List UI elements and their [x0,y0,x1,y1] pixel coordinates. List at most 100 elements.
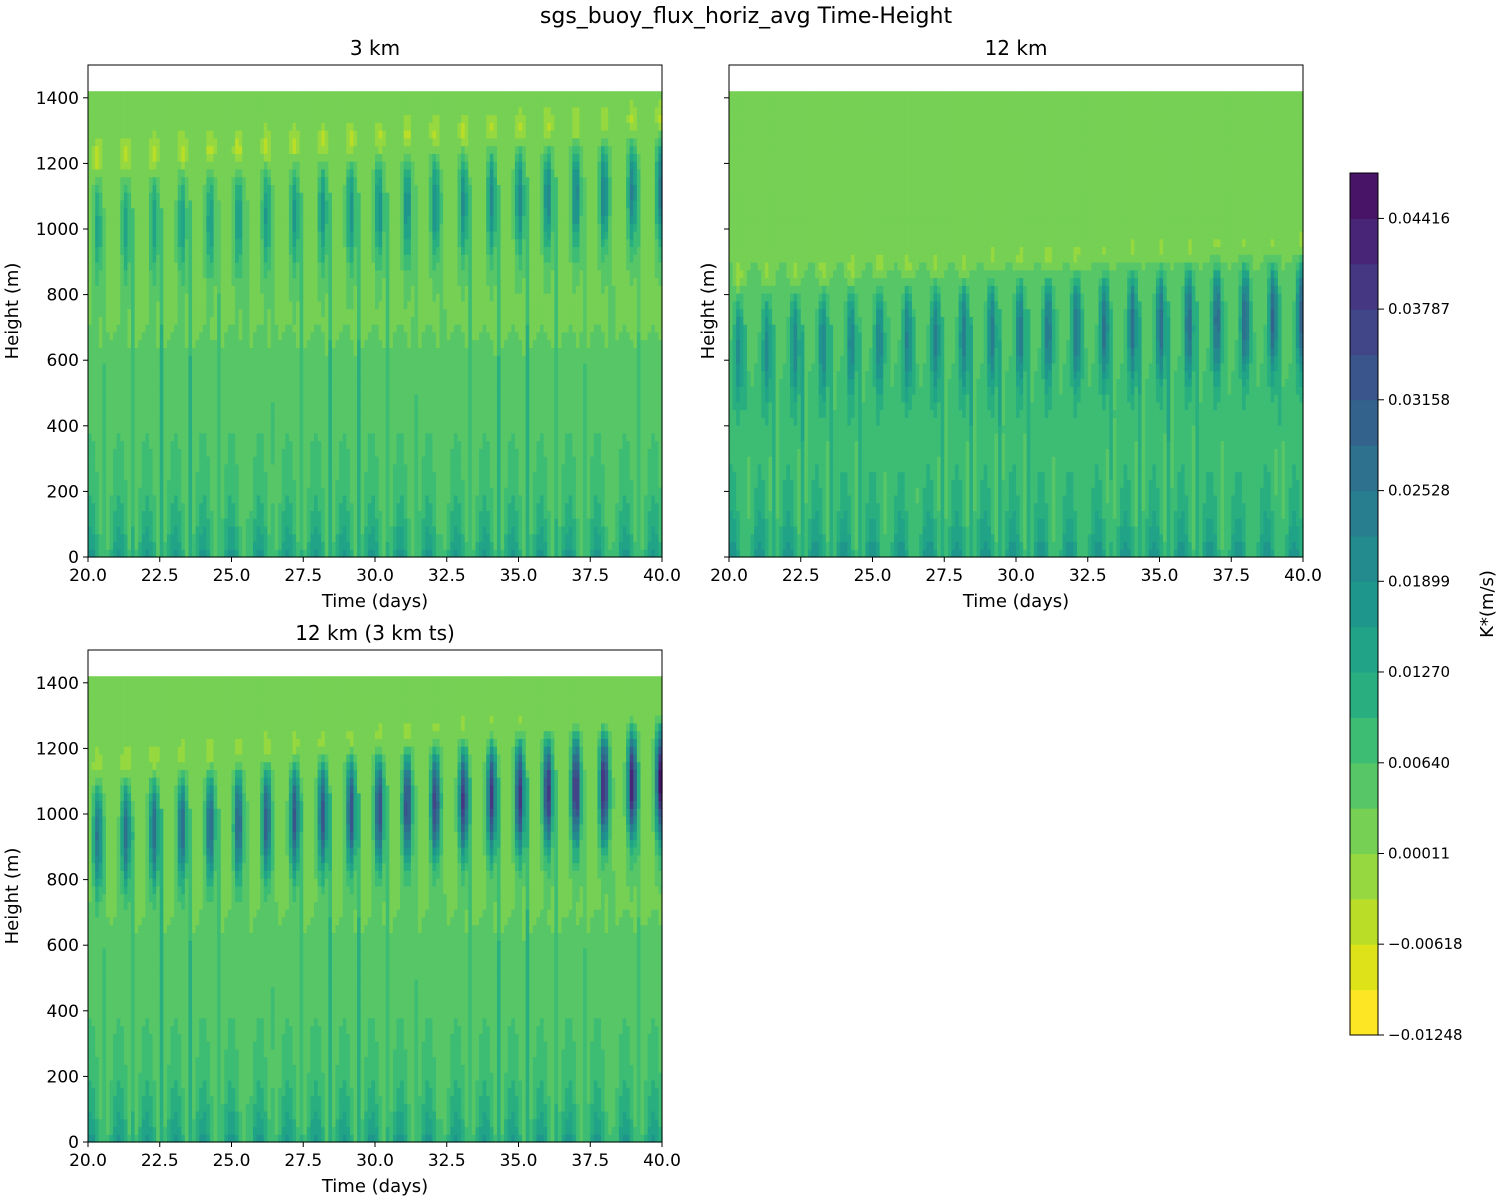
contour-cell [92,169,96,177]
contour-cell [106,487,110,495]
contour-cell [88,115,92,123]
contour-cell [88,324,92,332]
contour-cell [135,363,139,371]
contour-cell [113,441,117,449]
contour-cell [131,472,135,480]
contour-cell [124,278,128,286]
contour-cell [127,448,131,456]
contour-cell [153,239,157,247]
contour-cell [88,402,92,410]
contour-cell [110,425,114,433]
contour-cell [88,472,92,480]
contour-cell [124,456,128,464]
contour-cell [113,549,117,557]
contour-cell [120,223,124,231]
contour-cell [88,425,92,433]
contour-cell [142,417,146,425]
contour-cell [117,169,121,177]
contour-cell [106,541,110,549]
contour-cell [92,340,96,348]
contour-cell [106,526,110,534]
contour-cell [99,246,103,254]
figure: sgs_buoy_flux_horiz_avg Time-Height 3 km… [0,0,1500,1200]
contour-cell [88,309,92,317]
contour-cell [110,146,114,154]
contour-cell [113,495,117,503]
contour-cell [131,456,135,464]
contour-cell [131,487,135,495]
contour-cell [117,340,121,348]
contour-cell [95,386,99,394]
contour-cell [99,262,103,270]
contour-cell [131,355,135,363]
contour-cell [120,441,124,449]
contour-cell [99,254,103,262]
contour-cell [117,526,121,534]
contour-cell [135,510,139,518]
contour-cell [135,456,139,464]
contour-cell [145,177,149,185]
contour-cell [149,246,153,254]
contour-cell [110,518,114,526]
contour-cell [120,184,124,192]
contour-cell [142,192,146,200]
contour-cell [120,378,124,386]
contour-cell [145,332,149,340]
contour-cell [117,549,121,557]
contour-cell [127,425,131,433]
contour-cell [149,378,153,386]
contour-cell [110,184,114,192]
contour-cell [92,371,96,379]
contour-cell [153,378,157,386]
contour-cell [88,487,92,495]
contour-cell [113,518,117,526]
contour-cell [135,371,139,379]
contour-cell [145,363,149,371]
contour-cell [127,301,131,309]
contour-cell [138,270,142,278]
contour-cell [127,153,131,161]
contour-cell [92,278,96,286]
contour-cell [106,340,110,348]
contour-cell [153,417,157,425]
contour-cell [117,246,121,254]
contour-cell [127,231,131,239]
contour-cell [95,347,99,355]
contour-cell [149,503,153,511]
contour-cell [92,91,96,99]
contour-cell [124,270,128,278]
contour-cell [142,208,146,216]
contour-cell [95,495,99,503]
contour-cell [102,122,106,130]
contour-cell [92,394,96,402]
contour-cell [113,246,117,254]
contour-cell [120,177,124,185]
contour-cell [106,425,110,433]
panel-3km: 3 km 20.0 22.5 25.0 27.5 30.0 32.5 35.0 37.5 40.… [2,36,681,612]
contour-cell [88,239,92,247]
contour-cell [131,278,135,286]
contour-cell [153,262,157,270]
contour-cell [127,107,131,115]
contour-cell [106,549,110,557]
contour-cell [156,472,160,480]
contour-cell [110,324,114,332]
contour-field [88,91,663,557]
contour-cell [88,91,92,99]
contour-cell [95,99,99,107]
contour-cell [92,410,96,418]
contour-cell [117,441,121,449]
contour-cell [127,270,131,278]
contour-cell [142,278,146,286]
contour-cell [149,441,153,449]
contour-cell [145,200,149,208]
contour-cell [145,107,149,115]
contour-cell [106,316,110,324]
contour-cell [142,464,146,472]
contour-cell [117,534,121,542]
contour-cell [117,503,121,511]
contour-cell [153,324,157,332]
contour-cell [99,456,103,464]
contour-cell [138,278,142,286]
contour-cell [113,363,117,371]
